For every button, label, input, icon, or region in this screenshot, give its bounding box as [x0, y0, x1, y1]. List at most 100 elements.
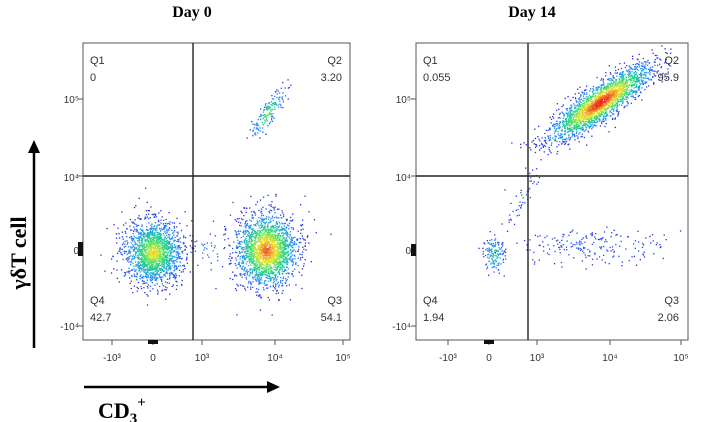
event-point	[162, 258, 164, 260]
event-point	[279, 242, 281, 245]
event-point	[271, 217, 273, 219]
event-point	[149, 278, 151, 280]
event-point	[163, 260, 166, 262]
event-point	[260, 215, 263, 217]
event-point	[595, 100, 597, 102]
event-point	[275, 265, 278, 267]
event-point	[267, 267, 269, 269]
event-point	[268, 268, 270, 270]
event-point	[238, 233, 240, 235]
event-point	[276, 246, 278, 248]
event-point	[174, 239, 176, 241]
event-point	[589, 116, 591, 118]
event-point	[143, 246, 146, 248]
event-point	[113, 268, 115, 270]
event-point	[239, 252, 242, 254]
event-point	[181, 279, 183, 282]
event-point	[257, 231, 259, 233]
event-point	[260, 253, 262, 255]
event-point	[282, 223, 284, 225]
event-point	[263, 239, 265, 241]
event-point	[237, 255, 239, 257]
event-point	[582, 106, 585, 108]
event-point	[579, 110, 581, 112]
event-point	[281, 254, 283, 256]
event-point	[648, 85, 650, 87]
event-point	[260, 251, 263, 253]
event-point	[160, 230, 162, 232]
event-point	[252, 256, 254, 258]
event-point	[164, 255, 166, 257]
event-point	[286, 240, 289, 242]
event-point	[225, 228, 227, 230]
event-point	[281, 96, 283, 98]
event-point	[614, 105, 616, 107]
event-point	[152, 288, 154, 290]
event-point	[157, 277, 159, 279]
event-point	[150, 224, 152, 227]
event-point	[265, 103, 267, 105]
event-point	[264, 254, 266, 257]
event-point	[138, 238, 140, 241]
event-point	[267, 280, 270, 282]
event-point	[144, 271, 146, 273]
event-point	[259, 260, 261, 263]
event-point	[276, 235, 278, 237]
event-point	[139, 243, 141, 245]
event-point	[160, 278, 162, 280]
event-point	[137, 237, 139, 239]
event-point	[265, 263, 267, 265]
event-point	[595, 102, 597, 104]
event-point	[281, 228, 284, 231]
event-point	[144, 263, 146, 265]
event-point	[280, 250, 282, 253]
event-point	[145, 251, 147, 253]
event-point	[176, 257, 179, 259]
y-tick-label-day-0: 10⁴	[64, 173, 79, 184]
event-point	[124, 274, 127, 276]
event-point	[271, 94, 273, 97]
event-point	[159, 247, 161, 250]
event-point	[163, 274, 165, 276]
event-point	[257, 279, 259, 281]
event-point	[539, 140, 541, 142]
event-point	[172, 246, 174, 248]
event-point	[285, 258, 287, 260]
event-point	[633, 76, 635, 78]
event-point	[238, 261, 240, 263]
event-point	[286, 226, 288, 228]
event-point	[157, 253, 159, 256]
event-point	[572, 133, 575, 136]
event-point	[152, 252, 155, 254]
event-point	[165, 224, 167, 226]
event-point	[281, 232, 283, 234]
event-point	[562, 126, 564, 128]
event-point	[291, 260, 293, 263]
event-point	[275, 259, 278, 262]
event-point	[150, 256, 152, 258]
event-point	[283, 255, 286, 257]
event-point	[281, 264, 284, 267]
event-point	[259, 238, 262, 240]
event-point	[577, 108, 579, 110]
event-point	[289, 240, 292, 243]
event-point	[282, 99, 284, 101]
event-point	[175, 256, 177, 258]
event-point	[604, 107, 606, 109]
event-point	[155, 249, 157, 252]
event-point	[240, 218, 243, 220]
event-point	[257, 291, 259, 293]
event-point	[586, 98, 588, 100]
event-point	[277, 271, 280, 273]
event-point	[163, 274, 166, 276]
event-point	[263, 270, 266, 272]
event-point	[273, 238, 275, 240]
event-point	[164, 252, 166, 254]
event-point	[120, 253, 122, 255]
event-point	[149, 238, 151, 240]
event-point	[147, 276, 150, 278]
event-point	[292, 244, 294, 246]
event-point	[624, 85, 626, 87]
event-point	[245, 254, 247, 256]
event-point	[236, 252, 238, 254]
